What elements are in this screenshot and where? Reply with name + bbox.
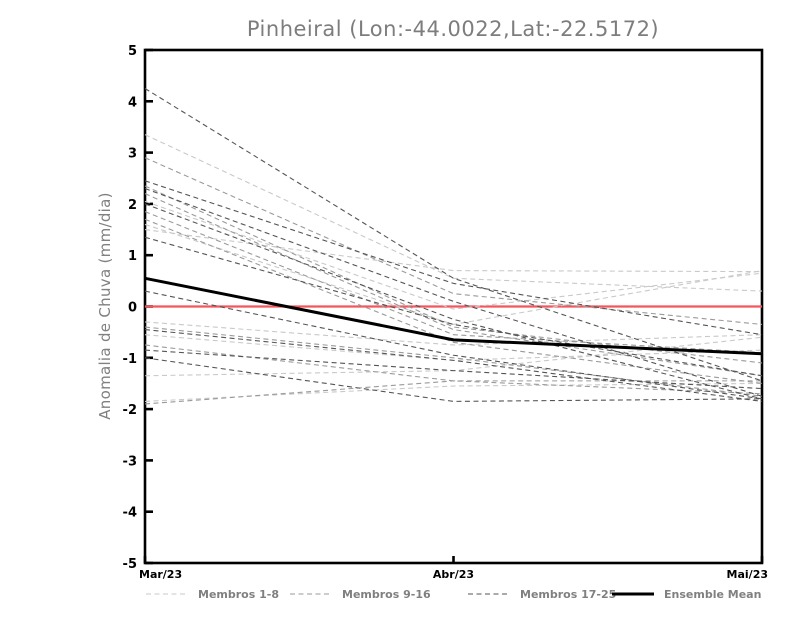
member-line [144, 236, 763, 377]
member-line [144, 180, 763, 336]
y-tick-label: 5 [128, 44, 137, 59]
legend-label: Membros 9-16 [342, 588, 431, 601]
member-line [144, 290, 763, 400]
member-line [144, 157, 763, 326]
member-line [144, 380, 762, 405]
member-line [144, 88, 763, 382]
member-line [144, 218, 763, 384]
legend-label: Ensemble Mean [664, 588, 761, 601]
member-line [144, 349, 763, 390]
legend-item: Membros 9-16 [290, 588, 431, 601]
member-line [144, 326, 763, 397]
member-line [144, 357, 763, 402]
chart-legend: Membros 1-8 Membros 9-16 Membros 17-25 Ense… [146, 588, 761, 601]
y-tick-label: 4 [128, 95, 137, 110]
y-tick-label: -1 [123, 352, 137, 367]
y-tick-label: -5 [123, 557, 137, 572]
legend-label: Membros 17-25 [520, 588, 616, 601]
y-tick-label: 2 [128, 198, 137, 213]
legend-item: Ensemble Mean [612, 588, 761, 601]
page-title: Pinheiral (Lon:-44.0022,Lat:-22.5172) [247, 17, 659, 41]
y-tick-label: 0 [128, 301, 137, 316]
x-tick-label: Mai/23 [727, 568, 768, 581]
y-tick-label: -4 [123, 506, 137, 521]
member-line [144, 321, 763, 346]
member-line [144, 229, 763, 273]
y-tick-label: 3 [128, 147, 137, 162]
series-lines [144, 88, 763, 405]
y-tick-label: -2 [123, 403, 137, 418]
legend-item: Membros 17-25 [468, 588, 616, 601]
ensemble-mean-line [144, 276, 763, 356]
member-line [144, 134, 763, 292]
member-line [144, 185, 763, 364]
y-tick-label: 1 [128, 249, 137, 264]
y-tick-label: -3 [123, 454, 137, 469]
legend-label: Membros 1-8 [198, 588, 279, 601]
member-line [144, 193, 763, 377]
x-tick-label: Mar/23 [139, 568, 182, 581]
member-line [144, 200, 763, 310]
member-line [144, 329, 763, 402]
legend-item: Membros 1-8 [146, 588, 279, 601]
x-axis-ticks: Mar/23 Abr/23 Mai/23 [139, 556, 768, 581]
member-line [144, 223, 763, 326]
y-axis-label: Anomalia de Chuva (mm/dia) [96, 192, 114, 420]
x-tick-label: Abr/23 [433, 568, 474, 581]
